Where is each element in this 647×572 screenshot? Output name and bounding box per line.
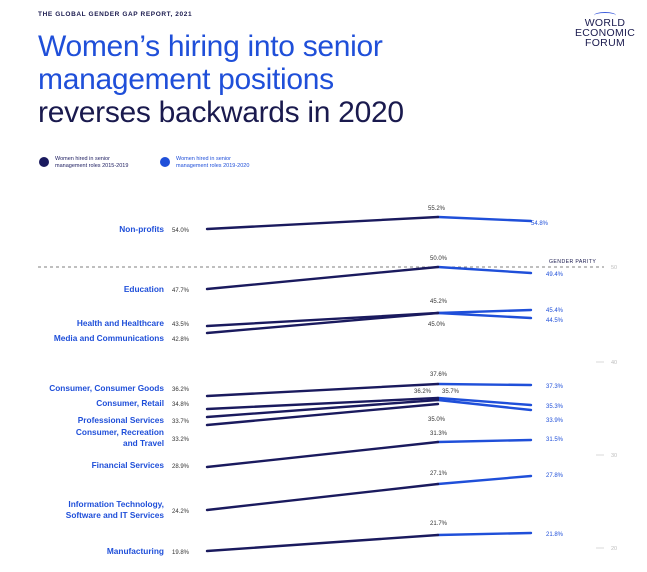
series-segment-2015-2019 <box>205 265 440 291</box>
category-label: Consumer, Retail <box>96 398 164 408</box>
value-label-2019: 45.2% <box>430 299 448 305</box>
value-label-2015: 42.8% <box>172 337 190 343</box>
series-segment-2015-2019 <box>205 382 440 398</box>
legend-label-2015-2019-line2: management roles 2015-2019 <box>55 163 128 169</box>
value-label-2019: 31.3% <box>430 431 448 437</box>
value-label-2015: 43.5% <box>172 322 190 328</box>
value-label-2019: 35.7% <box>442 389 460 395</box>
logo-line-1: WORLD <box>584 17 626 29</box>
series-segment-2015-2019 <box>205 440 440 469</box>
category-label: Health and Healthcare <box>77 318 165 328</box>
value-label-2020: 21.8% <box>546 532 564 538</box>
series-segment-2015-2019 <box>205 396 440 411</box>
series-segment-2015-2019 <box>205 398 440 419</box>
value-label-2020: 37.3% <box>546 384 564 390</box>
value-label-2015: 36.2% <box>172 387 190 393</box>
reference-tick-label: 30 <box>611 453 617 459</box>
series-segment-2019-2020 <box>436 531 533 537</box>
series-segment-2019-2020 <box>436 382 533 387</box>
wef-logo: WORLD ECONOMIC FORUM <box>575 12 635 48</box>
category-label: Consumer, Consumer Goods <box>49 383 164 393</box>
category-label: Education <box>124 284 164 294</box>
series-segment-2015-2019 <box>205 533 440 553</box>
value-label-2020: 45.4% <box>546 308 564 314</box>
reference-tick-label: 20 <box>611 546 617 552</box>
title-line-3: reverses backwards in 2020 <box>38 96 404 129</box>
value-label-2019: 55.2% <box>428 206 446 212</box>
value-label-2019: 21.7% <box>430 521 448 527</box>
value-label-2019: 35.0% <box>428 417 446 423</box>
value-label-2020: 44.5% <box>546 318 564 324</box>
series-segment-2019-2020 <box>436 398 533 412</box>
report-label: THE GLOBAL GENDER GAP REPORT, 2021 <box>38 11 193 18</box>
logo-arc-icon <box>594 12 616 19</box>
category-label: Financial Services <box>92 460 165 470</box>
series-segment-2015-2019 <box>205 311 440 335</box>
chart-title: Women’s hiring into senior management po… <box>38 30 558 129</box>
gender-parity-label: GENDER PARITY <box>549 259 596 265</box>
value-label-2015: 19.8% <box>172 550 190 556</box>
value-label-2015: 33.2% <box>172 437 190 443</box>
series-segment-2019-2020 <box>436 265 533 275</box>
category-label: Professional Services <box>78 415 165 425</box>
category-label-line1: Information Technology, <box>68 499 164 509</box>
legend-label-2019-2020-line1: Women hired in senior <box>176 156 231 162</box>
category-label-line2: and Travel <box>123 438 164 448</box>
series-segment-2019-2020 <box>436 308 533 315</box>
reference-tick-label: 40 <box>611 360 617 366</box>
series-segment-2015-2019 <box>205 215 440 231</box>
series-segment-2015-2019 <box>205 402 440 427</box>
legend-swatch-2019-2020 <box>160 157 170 167</box>
value-label-2015: 34.8% <box>172 402 190 408</box>
value-label-2020: 49.4% <box>546 272 564 278</box>
value-label-2020: 31.5% <box>546 437 564 443</box>
value-label-2020: 54.8% <box>531 221 549 227</box>
legend-swatch-2015-2019 <box>39 157 49 167</box>
series-segment-2019-2020 <box>436 396 533 407</box>
value-label-2015: 28.9% <box>172 464 190 470</box>
value-label-2015: 24.2% <box>172 509 190 515</box>
logo-line-2: ECONOMIC <box>575 27 636 39</box>
value-label-2020: 33.9% <box>546 418 564 424</box>
category-label: Manufacturing <box>107 546 164 556</box>
series-segment-2019-2020 <box>436 474 533 486</box>
category-label: Media and Communications <box>54 333 165 343</box>
value-label-2015: 33.7% <box>172 419 190 425</box>
value-label-2019: 36.2% <box>414 389 432 395</box>
value-label-2019: 50.0% <box>430 256 448 262</box>
logo-line-3: FORUM <box>585 37 625 49</box>
value-label-2019: 27.1% <box>430 471 448 477</box>
reference-tick-label: 50 <box>611 265 617 271</box>
value-label-2019: 45.0% <box>428 322 446 328</box>
legend-label-2015-2019-line1: Women hired in senior <box>55 156 110 162</box>
legend-label-2019-2020-line2: management roles 2019-2020 <box>176 163 249 169</box>
value-label-2020: 35.3% <box>546 404 564 410</box>
value-label-2020: 27.8% <box>546 473 564 479</box>
series-segment-2019-2020 <box>436 311 533 320</box>
value-label-2019: 37.6% <box>430 372 448 378</box>
title-line-2: management positions <box>38 63 334 96</box>
series-segment-2015-2019 <box>205 482 440 512</box>
series-segment-2019-2020 <box>436 438 533 444</box>
series-segment-2019-2020 <box>436 215 533 223</box>
value-label-2015: 54.0% <box>172 228 190 234</box>
category-label-line2: Software and IT Services <box>66 510 165 520</box>
category-label-line1: Consumer, Recreation <box>76 427 164 437</box>
value-label-2015: 47.7% <box>172 288 190 294</box>
title-line-1: Women’s hiring into senior <box>38 30 383 63</box>
category-label: Non-profits <box>119 224 164 234</box>
